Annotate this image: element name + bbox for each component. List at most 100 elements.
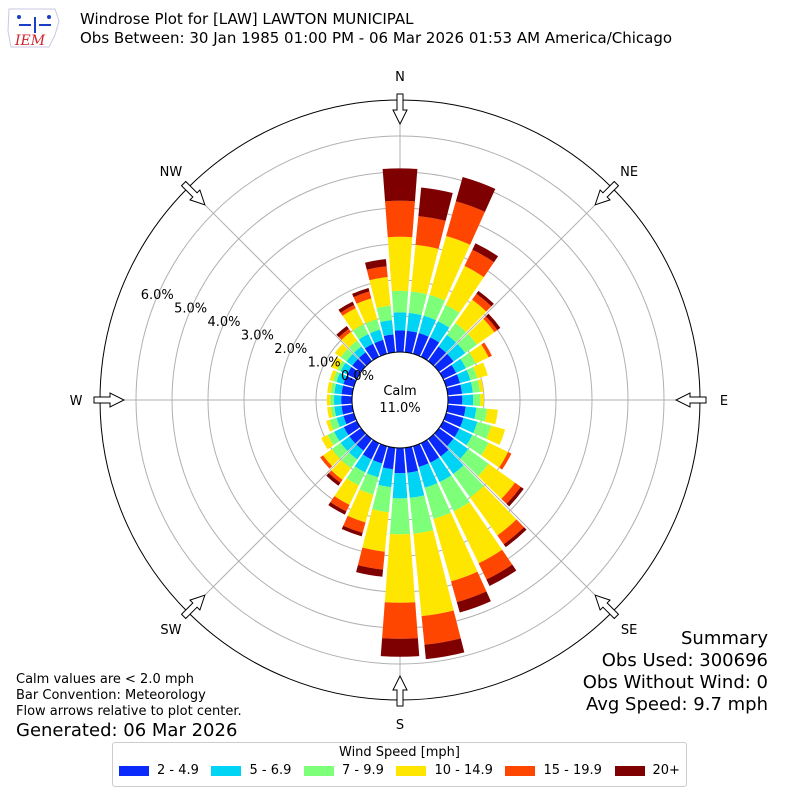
windrose-bar-segment	[352, 358, 366, 372]
windrose-bar-segment	[380, 638, 420, 657]
windrose-bar-segment	[330, 406, 337, 418]
windrose-bar-segment	[357, 547, 385, 570]
legend-label: 20+	[652, 763, 680, 778]
windrose-bar-segment	[447, 438, 469, 459]
windrose-bar-segment	[365, 319, 381, 334]
windrose-bar-segment	[340, 436, 356, 452]
windrose-bar-segment	[430, 457, 452, 483]
windrose-bar-segment	[418, 315, 437, 337]
windrose-bar-segment	[393, 312, 407, 331]
windrose-bar-segment	[378, 467, 394, 488]
windrose-bar-segment	[352, 324, 369, 340]
windrose-bar-segment	[446, 404, 466, 417]
legend-swatch	[396, 765, 427, 776]
windrose-bar-segment	[421, 610, 461, 645]
windrose-bar-segment	[334, 478, 359, 505]
windrose-bar-segment	[453, 465, 484, 498]
windrose-bar-segment	[330, 394, 335, 406]
compass-label: NE	[620, 165, 638, 180]
windrose-bar-segment	[366, 460, 383, 478]
bar-convention-note: Bar Convention: Meteorology	[16, 688, 206, 703]
windrose-bar-segment	[346, 466, 366, 486]
windrose-bar-segment	[470, 485, 517, 536]
flow-arrow-icon	[93, 392, 126, 408]
windrose-bar-segment	[497, 519, 525, 545]
windrose-bar-segment	[443, 374, 461, 388]
windrose-bar-segment	[337, 360, 346, 372]
flow-arrow-icon	[594, 180, 620, 206]
windrose-bar-segment	[412, 443, 429, 468]
windrose-bar-segment	[385, 200, 415, 238]
windrose-bar-segment	[327, 381, 333, 394]
windrose-bar-segment	[428, 434, 449, 457]
windrose-bar-segment	[408, 291, 427, 316]
windrose-bar-segment	[477, 379, 484, 393]
windrose-bar-segment	[353, 291, 372, 304]
windrose-bar-segment	[356, 298, 378, 324]
windrose-bar-segment	[392, 472, 408, 499]
windrose-bar-segment	[478, 549, 513, 580]
windrose-bar-segment	[338, 328, 351, 340]
windrose-bar-segment	[483, 316, 498, 333]
windrose-bar-segment	[460, 381, 473, 394]
windrose-bar-segment	[354, 454, 372, 473]
compass-label: W	[70, 394, 83, 409]
legend-item: 20+	[614, 763, 680, 778]
windrose-bar-segment	[446, 323, 467, 343]
compass-label: SE	[621, 623, 637, 638]
windrose-bar-segment	[348, 340, 362, 353]
windrose-bar-segment	[384, 534, 416, 603]
flow-arrow-icon	[180, 180, 206, 206]
windrose-bar-segment	[334, 343, 348, 358]
legend-item: 15 - 19.9	[505, 763, 602, 778]
windrose-bar-segment	[455, 299, 487, 333]
grid-spoke	[187, 187, 367, 367]
windrose-bar-segment	[356, 434, 372, 451]
calm-value: 11.0%	[379, 401, 420, 416]
windrose-bar-segment	[451, 358, 466, 373]
windrose-bar-segment	[486, 564, 517, 586]
windrose-bar-segment	[359, 473, 379, 495]
logo-text: IEM	[14, 33, 46, 49]
windrose-bar-segment	[473, 362, 488, 379]
windrose-bar-segment	[376, 305, 393, 323]
windrose-bar-segment	[341, 525, 363, 537]
legend-label: 5 - 6.9	[249, 763, 292, 778]
windrose-bar-segment	[428, 346, 447, 366]
windrose-bar-segment	[423, 294, 445, 321]
windrose-bar-segment	[372, 443, 388, 464]
grid-ring	[135, 135, 665, 665]
windrose-bar-segment	[503, 527, 527, 548]
radial-tick-label: 6.0%	[141, 288, 174, 303]
flow-arrows-note: Flow arrows relative to plot center.	[16, 704, 242, 719]
windrose-bar-segment	[341, 385, 354, 396]
windrose-bar-segment	[469, 344, 489, 364]
legend-swatch	[211, 765, 242, 776]
legend-item: 7 - 9.9	[303, 763, 384, 778]
radial-tick-label: 5.0%	[174, 302, 207, 317]
windrose-bar-segment	[347, 489, 374, 523]
windrose-bar-segment	[321, 434, 334, 450]
windrose-bar-segment	[456, 369, 471, 384]
windrose-bar-segment	[332, 371, 340, 383]
legend-label: 7 - 9.9	[341, 763, 384, 778]
windrose-bar-segment	[347, 366, 361, 380]
windrose-bar-segment	[326, 394, 331, 406]
legend-label: 2 - 4.9	[157, 763, 199, 778]
page-title: Windrose Plot for [LAW] LAWTON MUNICIPAL	[80, 10, 414, 28]
generated-date: Generated: 06 Mar 2026	[16, 720, 238, 741]
windrose-bar-segment	[340, 348, 353, 362]
windrose-bar-segment	[501, 482, 521, 504]
windrose-bar-segment	[336, 415, 347, 428]
windrose-bar-segment	[481, 442, 509, 468]
radial-tick-label: 4.0%	[207, 315, 240, 330]
windrose-bar-segment	[340, 304, 356, 316]
windrose-bar-segment	[466, 366, 478, 381]
windrose-bar-segment	[420, 439, 440, 463]
windrose-bar-segment	[485, 313, 501, 330]
windrose-bar-segment	[362, 439, 380, 460]
compass-label: SW	[160, 623, 181, 638]
windrose-bar-segment	[447, 343, 466, 362]
windrose-bar-segment	[462, 394, 474, 406]
windrose-bar-segment	[331, 442, 348, 459]
